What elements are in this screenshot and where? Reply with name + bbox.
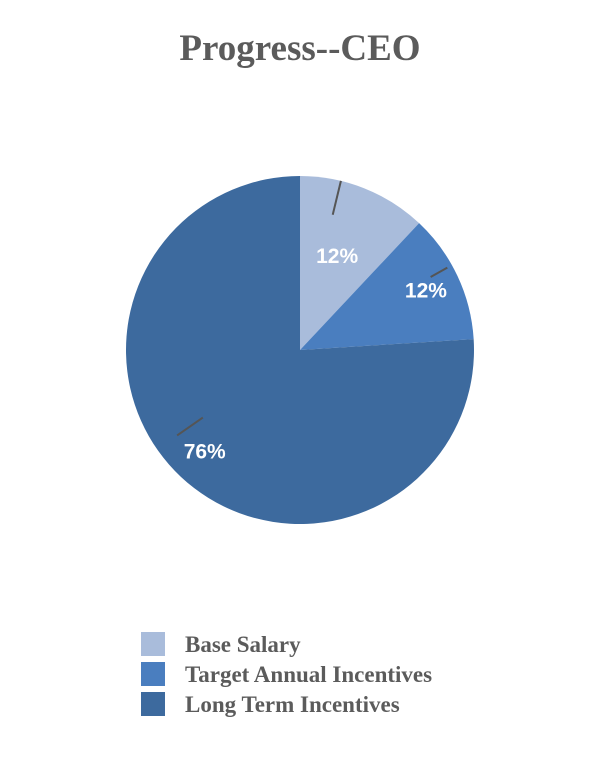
leader-line <box>331 180 342 215</box>
pie-slice-base-salary <box>300 176 420 350</box>
slice-label: 12% <box>405 280 447 303</box>
slice-labels: 12% 12% 76% <box>176 180 448 463</box>
legend-label: Base Salary <box>185 632 301 657</box>
leader-line <box>176 416 204 437</box>
pie-slices <box>125 176 474 524</box>
leader-line <box>430 266 448 278</box>
legend-item: Base Salary <box>141 632 301 657</box>
legend-swatch <box>141 692 165 716</box>
legend-swatch <box>141 632 165 656</box>
slice-label: 76% <box>184 440 226 463</box>
legend-item: Target Annual Incentives <box>141 662 432 687</box>
legend-label: Target Annual Incentives <box>185 662 432 687</box>
chart-title: Progress--CEO <box>179 28 420 69</box>
slice-label: 12% <box>316 245 358 268</box>
legend-swatch <box>141 662 165 686</box>
pie-slice-long-term-incentives <box>125 176 474 524</box>
legend-item: Long Term Incentives <box>141 692 400 717</box>
legend: Base Salary Target Annual Incentives Long … <box>141 632 432 717</box>
pie-slice-target-annual-incentives <box>300 223 474 350</box>
legend-label: Long Term Incentives <box>185 692 400 717</box>
